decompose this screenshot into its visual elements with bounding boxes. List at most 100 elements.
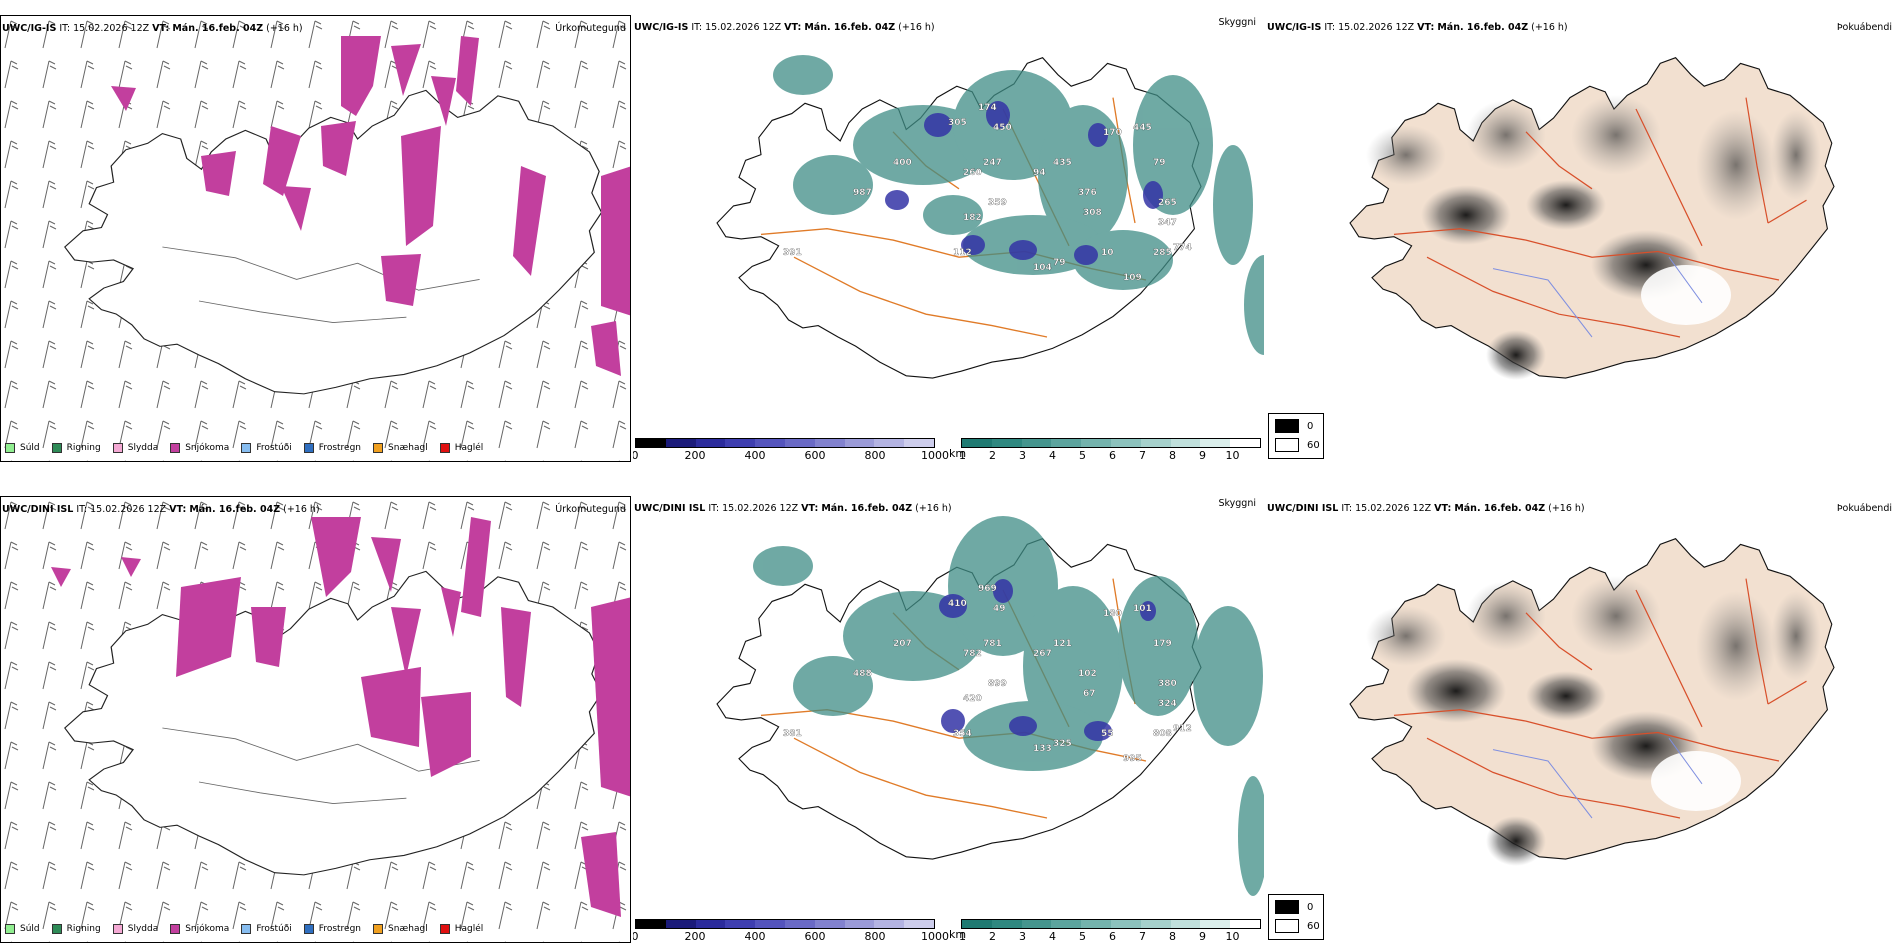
- precip-legend-item: Súld: [5, 924, 40, 934]
- cloudbase-value-label: 207: [893, 639, 912, 649]
- precip-type-panel-1: UWC/IG-IS IT: 15.02.2026 12Z VT: Mán. 16…: [0, 15, 631, 462]
- cloud-title-1: UWC/IG-IS IT: 15.02.2026 12Z VT: Mán. 16…: [634, 22, 935, 33]
- colorbar-tick-label: 7: [1139, 449, 1146, 462]
- colorbar-tick-label: 4: [1049, 449, 1056, 462]
- cloudbase-value-label: 376: [1078, 188, 1097, 198]
- precip-type-label-2: Úrkomutegund: [555, 504, 626, 515]
- colorbar-tick-label: 8: [1169, 930, 1176, 943]
- cloudbase-value-label: 445: [1133, 123, 1152, 133]
- colorbar-step: [695, 920, 726, 928]
- precip-type-label-1: Úrkomutegund: [555, 23, 626, 34]
- colorbar-tick-label: 9: [1199, 930, 1206, 943]
- colorbar-step: [1140, 439, 1171, 447]
- colorbar-ticks: 0 200 400 600 800 1000: [633, 448, 949, 462]
- cloudbase-value-label: 305: [948, 118, 967, 128]
- colorbar-tick-label: 600: [804, 930, 826, 943]
- cloudbase-colorbar-1: 0 200 400 600 800 1000 m: [633, 438, 949, 462]
- legend-label: Haglél: [454, 443, 484, 453]
- colorbar-step: [665, 920, 696, 928]
- precip-type-title-2: UWC/DINI ISL IT: 15.02.2026 12Z VT: Mán.…: [2, 504, 320, 515]
- colorbar-step: [1200, 439, 1231, 447]
- legend-label: Snjókoma: [185, 443, 230, 453]
- colorbar-step: [991, 920, 1022, 928]
- cloudbase-value-label: 109: [1123, 273, 1142, 283]
- colorbar-step: [1110, 439, 1141, 447]
- colorbar-step: [991, 439, 1022, 447]
- colorbar-step: [1021, 920, 1052, 928]
- cloudbase-value-label: 912: [1173, 724, 1192, 734]
- cloud-title-2: UWC/DINI ISL IT: 15.02.2026 12Z VT: Mán.…: [634, 503, 952, 514]
- colorbar-tick-label: 200: [684, 930, 706, 943]
- precip-legend-item: Frostúði: [241, 443, 292, 453]
- cloudbase-value-label: 79: [1153, 158, 1166, 168]
- legend-label: Súld: [20, 443, 40, 453]
- colorbar-tick-label: 6: [1109, 449, 1116, 462]
- cloudbase-value-label: 325: [1053, 739, 1072, 749]
- legend-label: Snjókoma: [185, 924, 230, 934]
- colorbar-tick-label: 0: [633, 449, 639, 462]
- cloudbase-value-label: 260: [963, 168, 982, 178]
- legend-label: Frostúði: [256, 924, 292, 934]
- colorbar-tick-label: 1000: [921, 930, 949, 943]
- precip-type-title-1: UWC/IG-IS IT: 15.02.2026 12Z VT: Mán. 16…: [2, 23, 303, 34]
- colorbar-step: [725, 920, 756, 928]
- colorbar-strip: [635, 919, 935, 929]
- cloudbase-value-label: 267: [1033, 649, 1052, 659]
- fog-legend-2: 0 60: [1268, 894, 1324, 940]
- colorbar-step: [904, 439, 934, 447]
- cloudbase-value-label: 55: [1101, 729, 1114, 739]
- colorbar-step: [874, 920, 905, 928]
- cloudbase-value-label: 435: [1053, 158, 1072, 168]
- colorbar-tick-label: 10: [1225, 930, 1240, 943]
- cloudbase-value-label: 170: [1103, 128, 1122, 138]
- colorbar-tick-label: 800: [864, 449, 886, 462]
- cloudbase-value-label: 174: [978, 103, 997, 113]
- colorbar-unit: km: [949, 928, 967, 941]
- fog-label-2: Þokuábendi: [1836, 503, 1892, 514]
- colorbar-tick-label: 8: [1169, 449, 1176, 462]
- colorbar-step: [1230, 920, 1260, 928]
- precip-legend-item: Frostregn: [303, 924, 362, 934]
- cloudbase-value-label: 308: [1083, 208, 1102, 218]
- precip-legend-item: Frostúði: [241, 924, 292, 934]
- legend-swatch: [51, 924, 62, 934]
- colorbar-strip: [961, 919, 1261, 929]
- cloudbase-value-label: 354: [953, 729, 972, 739]
- colorbar-step: [755, 439, 785, 447]
- precip-legend-item: Rigning: [51, 443, 101, 453]
- colorbar-unit: km: [949, 447, 967, 460]
- colorbar-strip: [635, 438, 935, 448]
- colorbar-tick-label: 3: [1019, 449, 1026, 462]
- cloudbase-value-label: 995: [1123, 754, 1142, 764]
- colorbar-step: [814, 920, 845, 928]
- precip-legend-item: Frostregn: [303, 443, 361, 453]
- colorbar-step: [1051, 439, 1082, 447]
- precip-legend-item: Haglél: [439, 443, 484, 453]
- cloudbase-value-label: 400: [893, 158, 912, 168]
- precip-legend-item: Snjókoma: [170, 443, 229, 453]
- cloudbase-value-label: 112: [953, 248, 972, 258]
- legend-swatch: [241, 924, 252, 934]
- cloudbase-value-label: 121: [1053, 639, 1072, 649]
- legend-swatch: [170, 443, 181, 453]
- colorbar-tick-label: 200: [684, 449, 706, 462]
- colorbar-step: [1021, 439, 1052, 447]
- legend-swatch: [241, 443, 252, 453]
- precip-legend-item: Súld: [5, 443, 40, 453]
- colorbar-step: [1051, 920, 1082, 928]
- precip-legend-item: Rigning: [51, 924, 101, 934]
- cloudbase-value-label: 265: [1158, 198, 1177, 208]
- legend-label: Frostregn: [318, 924, 362, 934]
- colorbar-step: [636, 920, 666, 928]
- fog-legend-item: 60: [1275, 919, 1323, 933]
- fog-legend-swatch: [1275, 900, 1299, 914]
- fog-legend-label: 60: [1307, 439, 1320, 451]
- colorbar-step: [695, 439, 726, 447]
- fog-legend-swatch: [1275, 919, 1299, 933]
- legend-swatch: [439, 443, 450, 453]
- colorbar-tick-label: 0: [633, 930, 639, 943]
- legend-label: Frostúði: [256, 443, 292, 453]
- colorbar-tick-label: 5: [1079, 449, 1086, 462]
- colorbar-ticks: 0 200 400 600 800 1000: [633, 929, 949, 943]
